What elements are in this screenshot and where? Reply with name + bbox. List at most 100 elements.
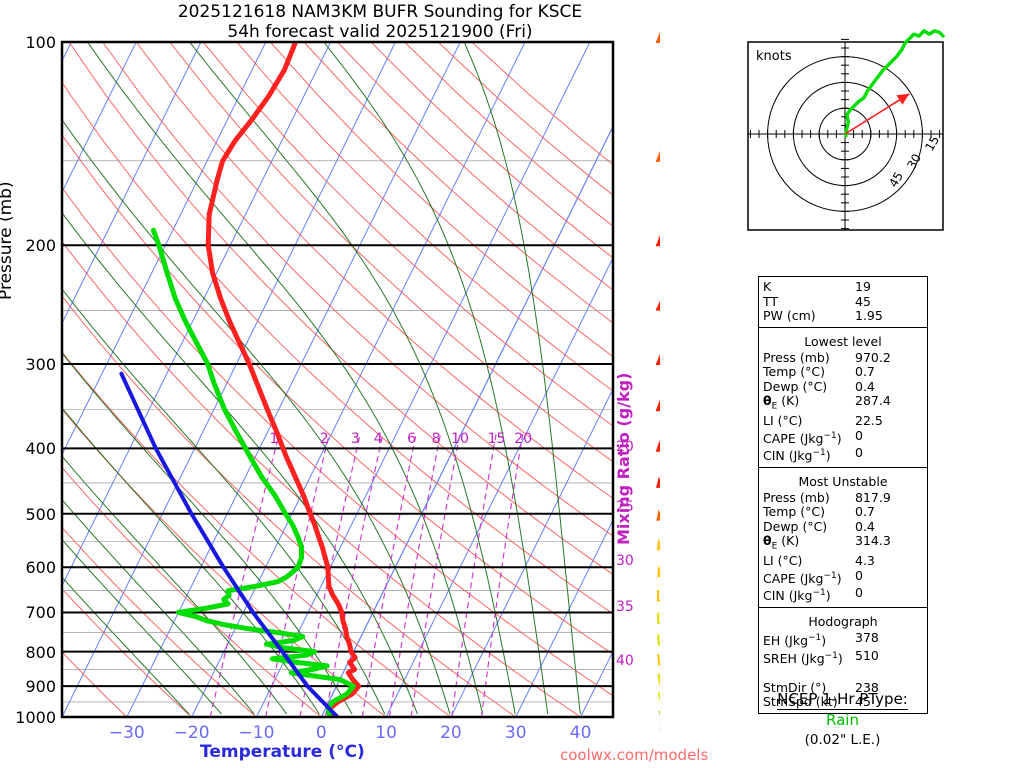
wind-barb <box>655 300 660 311</box>
hodograph-panel: 15 30 45 knots <box>740 8 950 238</box>
indices-row-value: 4.3 <box>855 553 875 569</box>
wind-barb <box>657 612 660 625</box>
wind-barb <box>655 399 660 412</box>
temperature-axis-label: Temperature (°C) <box>200 742 365 762</box>
indices-row-value: 45 <box>855 293 871 309</box>
indices-row: Dewp (°C) 0.4 <box>759 518 927 535</box>
indices-row-value: 378 <box>855 630 879 646</box>
page-title: 2025121618 NAM3KM BUFR Sounding for KSCE <box>177 2 583 22</box>
indices-row: CAPE (Jkg−1) 0 <box>759 567 927 587</box>
indices-row-label: Temp (°C) <box>763 504 826 520</box>
ptype-liquid-equivalent: (0.02" L.E.) <box>804 732 881 748</box>
indices-row-value <box>855 666 923 681</box>
indices-row-label: StmSpd (kt) <box>763 694 838 710</box>
page-subtitle: 54h forecast valid 2025121900 (Fri) <box>227 22 533 42</box>
indices-heading-most-unstable: Most Unstable <box>798 473 888 489</box>
indices-row: K 19 <box>759 279 927 295</box>
hodograph-unit-label: knots <box>756 49 792 64</box>
indices-row: Temp (°C) 0.7 <box>759 505 927 520</box>
indices-row-value: 0 <box>855 427 863 443</box>
indices-row-label: LI (°C) <box>763 413 803 428</box>
indices-row-value: 238 <box>855 679 879 695</box>
indices-row-label: StmDir (°) <box>763 679 827 695</box>
wind-barb <box>656 31 660 43</box>
indices-row <box>759 666 927 681</box>
indices-row-label: Dewp (°C) <box>763 518 828 534</box>
hodograph-ring-label-30: 30 <box>904 151 924 171</box>
indices-row-label: EH (Jkg−1) <box>763 633 827 649</box>
indices-row: LI (°C) 4.3 <box>759 554 927 569</box>
indices-row-label: Press (mb) <box>763 349 830 365</box>
indices-row: Press (mb) 970.2 <box>759 349 927 366</box>
ptype-heading: NCEP 1-Hr PType: <box>777 690 908 710</box>
indices-row-label: K <box>763 279 772 294</box>
indices-row: StmSpd (kt) 45 <box>759 695 927 710</box>
sounding-indices-table: K 19 TT 45 PW (cm) 1.95 Lowest level Press (mb)… <box>758 276 928 714</box>
indices-row: CIN (Jkg−1) 0 <box>759 446 927 464</box>
indices-row-value: 817.9 <box>855 489 891 505</box>
wind-barb <box>656 235 660 247</box>
indices-row-value: 0 <box>855 567 863 583</box>
indices-row: StmDir (°) 238 <box>759 679 927 696</box>
indices-row-label <box>763 666 855 681</box>
indices-row-label: θE (K) <box>763 393 800 412</box>
indices-row-label: Press (mb) <box>763 489 830 505</box>
indices-row: PW (cm) 1.95 <box>759 308 927 324</box>
indices-section-lowest-level: Lowest level Press (mb) 970.2 Temp (°C) 0.7 D… <box>759 326 927 467</box>
indices-row: CAPE (Jkg−1) 0 <box>759 427 927 447</box>
wind-barb <box>656 509 660 522</box>
hodograph-ring-label-15: 15 <box>922 133 942 153</box>
indices-row: Temp (°C) 0.7 <box>759 364 927 380</box>
indices-row: LI (°C) 22.5 <box>759 413 927 429</box>
indices-row-value: 510 <box>855 647 879 663</box>
ptype-panel: NCEP 1-Hr PType: Rain (0.02" L.E.) <box>735 690 950 750</box>
indices-row-value: 0.4 <box>855 378 875 394</box>
indices-row: EH (Jkg−1) 378 <box>759 631 927 649</box>
indices-row: TT 45 <box>759 293 927 310</box>
wind-barb <box>656 538 660 551</box>
ptype-value: Rain <box>826 711 859 729</box>
indices-row-label: CAPE (Jkg−1) <box>763 570 842 586</box>
wind-barb <box>656 589 660 602</box>
indices-row: θE (K) 314.3 <box>759 534 927 554</box>
indices-row-value: 970.2 <box>855 349 891 365</box>
wind-barb <box>657 692 660 702</box>
mixing-ratio-axis-label: Mixing Ratio (g/kg) <box>614 372 633 545</box>
skewt-diagram <box>60 31 660 730</box>
indices-section-top: K 19 TT 45 PW (cm) 1.95 <box>759 277 927 327</box>
wind-barb <box>656 150 660 162</box>
indices-row-label: PW (cm) <box>763 308 816 323</box>
wind-barb <box>657 654 660 667</box>
indices-row: SREH (Jkg−1) 510 <box>759 647 927 667</box>
indices-row-value: 19 <box>855 279 871 294</box>
indices-row-label: TT <box>763 293 779 309</box>
wind-barb <box>656 353 660 366</box>
wind-barb <box>657 634 660 647</box>
wind-barb <box>656 440 660 453</box>
pressure-axis-label: Pressure (mb) <box>0 181 16 300</box>
indices-row-value: 22.5 <box>855 413 883 428</box>
hodograph-ring-label-45: 45 <box>886 169 906 189</box>
indices-row-label: Temp (°C) <box>763 364 826 379</box>
indices-row-label: θE (K) <box>763 533 800 552</box>
indices-section-most-unstable: Most Unstable Press (mb) 817.9 Temp (°C) 0.7… <box>759 466 927 607</box>
wind-barb <box>657 565 660 578</box>
indices-row-value: 0.7 <box>855 364 875 379</box>
indices-row-label: CAPE (Jkg−1) <box>763 430 842 446</box>
indices-row-value: 314.3 <box>855 533 891 549</box>
skewt-svg <box>60 31 660 730</box>
indices-heading-lowest-level: Lowest level <box>804 333 882 349</box>
wind-barb <box>656 476 660 489</box>
indices-row: Dewp (°C) 0.4 <box>759 378 927 395</box>
indices-row: CIN (Jkg−1) 0 <box>759 586 927 604</box>
indices-row-label: Dewp (°C) <box>763 378 828 394</box>
indices-section-hodograph: Hodograph EH (Jkg−1) 378 SREH (Jkg−1) 510 St… <box>759 607 927 713</box>
wind-barb <box>657 673 660 685</box>
indices-row-value: 0.4 <box>855 518 875 534</box>
indices-row-value: 45 <box>855 694 871 710</box>
watermark: coolwx.com/models <box>560 746 709 764</box>
indices-row-label: CIN (Jkg−1) <box>763 588 831 604</box>
indices-row-value: 0 <box>855 445 863 461</box>
indices-row-label: CIN (Jkg−1) <box>763 448 831 464</box>
indices-row-value: 287.4 <box>855 393 891 408</box>
